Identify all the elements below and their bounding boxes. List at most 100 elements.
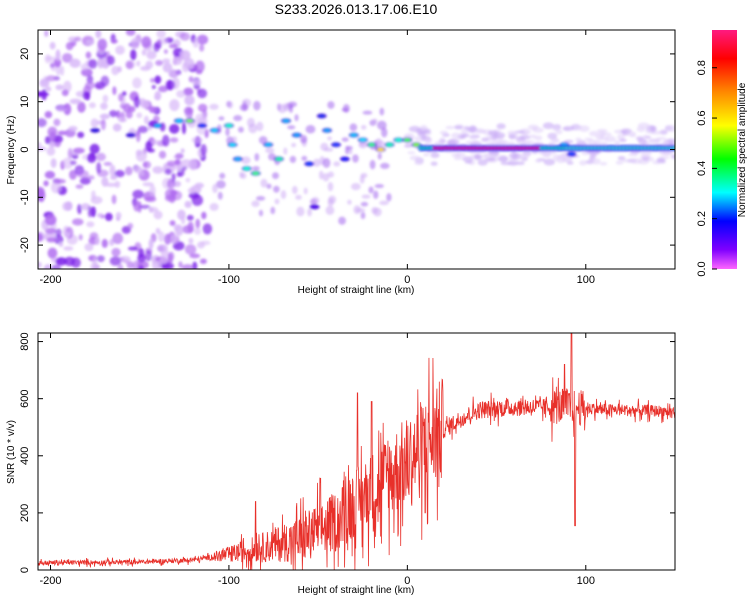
spectrogram-blob	[55, 257, 68, 266]
spectrogram-blob	[127, 133, 135, 137]
spectrogram-blob	[469, 135, 478, 140]
spectrogram-blob	[575, 137, 582, 142]
spectrogram-blob	[91, 128, 99, 132]
spectrogram-blob	[305, 124, 316, 134]
spectrogram-blob	[379, 107, 385, 116]
spectrogram-blob	[619, 138, 627, 143]
spectrogram-blob	[142, 182, 154, 187]
spectrogram-blob	[191, 79, 202, 86]
spectrogram-blob	[38, 118, 47, 128]
spectrogram-blob	[423, 152, 430, 157]
spectrogram-blob	[462, 156, 474, 162]
spectrogram-blob	[377, 152, 382, 160]
spectrogram-blob	[46, 237, 57, 243]
spectrogram-blob	[114, 170, 125, 178]
spectrogram-blob	[92, 256, 98, 268]
spectrogram-blob	[350, 182, 361, 191]
spectrogram-blob	[95, 30, 102, 39]
spectrogram-blob	[148, 206, 154, 213]
spectrogram-blob	[127, 246, 138, 251]
spectrogram-blob	[38, 232, 44, 242]
spectrogram-blob	[133, 166, 143, 174]
snr-x-ticks: -200 -100 0 100	[39, 333, 595, 587]
spectrogram-blob	[75, 184, 84, 189]
spectrogram-blob	[515, 136, 526, 142]
spectrogram-blob	[209, 202, 219, 211]
spectrogram-blob	[115, 212, 122, 219]
spectrogram-blob	[625, 131, 637, 136]
spectrogram-y-tick-label: 20	[19, 48, 31, 60]
spectrogram-blob	[38, 261, 42, 269]
spectrogram-blob	[211, 128, 219, 132]
spectrogram-blob	[338, 216, 346, 225]
spectrogram-blob	[430, 161, 438, 166]
spectrogram-blob	[166, 179, 176, 189]
spectrogram-blob	[73, 147, 85, 154]
spectrogram-y-ticks: -20 -10 0 10 20	[19, 48, 675, 253]
spectrogram-blob	[555, 129, 563, 135]
spectrogram-blob	[136, 60, 141, 67]
spectrogram-blob	[348, 149, 353, 155]
spectrogram-blob	[116, 110, 121, 119]
spectrogram-blob	[50, 264, 62, 269]
spectrogram-blob	[77, 131, 85, 139]
snr-panel: -200 -100 0 100 0 200 400 600 800 Height of str…	[6, 332, 676, 596]
spectrogram-blob	[322, 157, 331, 168]
snr-y-tick-label: 600	[19, 389, 31, 407]
spectrogram-blob	[507, 130, 517, 135]
spectrogram-blob	[130, 49, 137, 61]
spectrogram-blob	[439, 130, 448, 135]
spectrogram-blob	[141, 49, 147, 56]
spectrogram-blob	[199, 258, 207, 265]
spectrogram-blob	[283, 147, 288, 155]
spectrogram-blob	[44, 214, 57, 226]
spectrogram-blob	[579, 160, 587, 166]
spectrogram-blob	[617, 156, 626, 161]
spectrogram-blob	[374, 184, 385, 189]
snr-y-tick-label: 0	[19, 567, 31, 573]
spectrogram-blob	[202, 223, 213, 235]
spectrogram-blob	[453, 156, 463, 161]
spectrogram-blob	[188, 237, 194, 244]
spectrogram-y-tick-label: 0	[19, 146, 31, 152]
spectrogram-blob	[289, 155, 297, 164]
spectrogram-blob	[671, 146, 675, 150]
spectrogram-blob	[199, 44, 205, 52]
spectrogram-blob	[362, 110, 373, 115]
spectrogram-blob	[361, 194, 371, 199]
spectrogram-blob	[167, 252, 173, 265]
spectrogram-blob	[496, 123, 506, 130]
spectrogram-blob	[110, 39, 118, 44]
spectrogram-blob	[140, 99, 150, 109]
spectrogram-blob	[168, 69, 179, 79]
spectrogram-blob	[255, 196, 266, 201]
spectrogram-blob	[53, 118, 61, 127]
spectrogram-blob	[462, 133, 470, 138]
spectrogram-blob	[327, 181, 334, 192]
spectrogram-blob	[420, 124, 428, 132]
spectrogram-blob	[57, 130, 67, 136]
spectrogram-blob	[347, 199, 352, 205]
spectrogram-blob	[112, 123, 122, 132]
spectrogram-blob	[312, 158, 321, 167]
spectrogram-blob	[650, 125, 657, 132]
spectrogram-blobs	[38, 30, 675, 269]
spectrogram-blob	[251, 200, 260, 207]
spectrogram-blob	[44, 30, 49, 37]
spectrogram-blob	[547, 133, 556, 139]
spectrogram-blob	[355, 208, 366, 213]
spectrogram-blob	[225, 127, 230, 137]
spectrogram-blob	[595, 133, 605, 140]
spectrogram-blob	[360, 124, 367, 130]
spectrogram-blob	[325, 205, 335, 215]
spectrogram-blob	[414, 161, 424, 166]
spectrogram-blob	[181, 122, 187, 135]
snr-y-axis-label: SNR (10 * v/v)	[6, 420, 17, 484]
spectrogram-blob	[604, 135, 616, 143]
spectrogram-blob	[69, 58, 81, 68]
spectrogram-blob	[55, 49, 61, 62]
spectrogram-blob	[84, 243, 94, 252]
spectrogram-blob	[212, 183, 218, 194]
spectrogram-blob	[311, 205, 319, 209]
spectrogram-blob	[50, 181, 62, 194]
